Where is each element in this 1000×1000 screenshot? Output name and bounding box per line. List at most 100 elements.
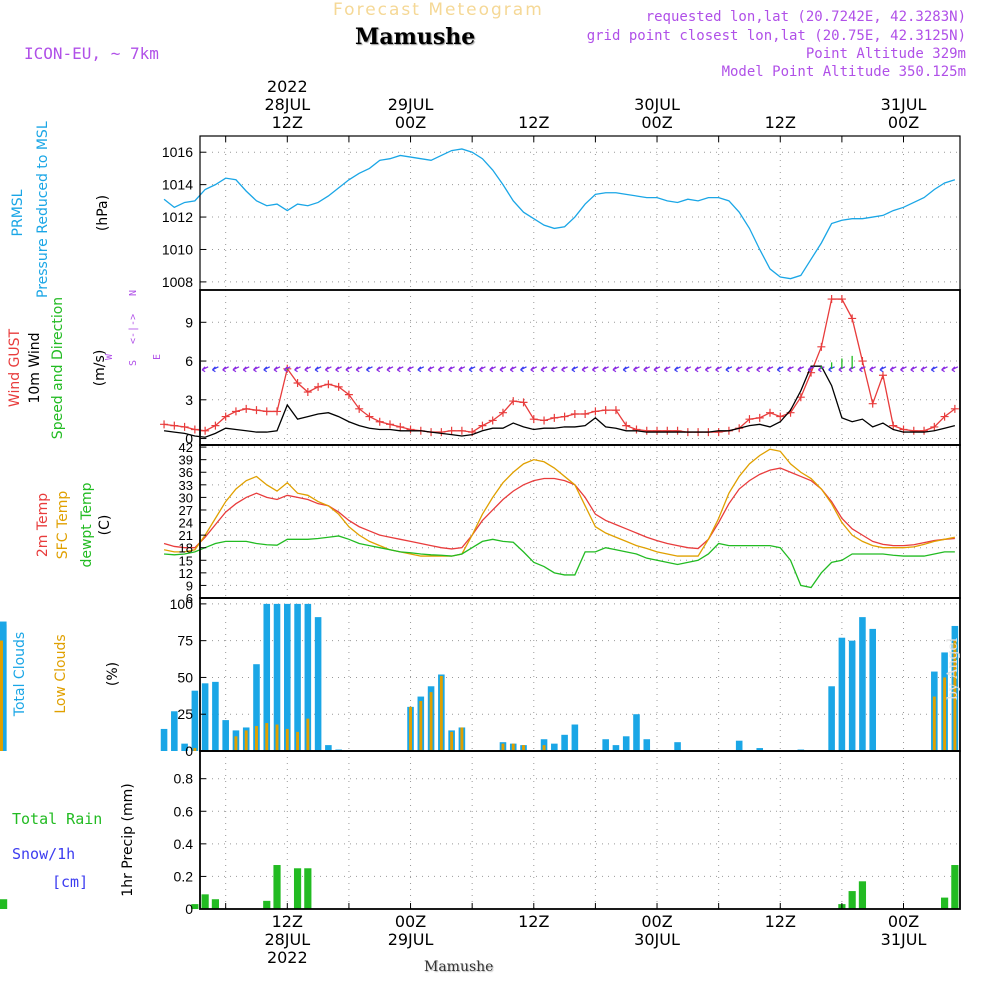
model-label: ICON-EU, ~ 7km xyxy=(24,44,159,63)
wind-gust-point xyxy=(293,379,302,387)
wind-direction-arrow xyxy=(735,366,743,373)
total-cloud-bar xyxy=(304,603,312,751)
bottom-time-label: 00Z xyxy=(395,912,426,931)
y-tick-label: 0 xyxy=(185,743,193,759)
total-cloud-bar xyxy=(571,724,579,751)
wind-gust-point xyxy=(766,408,774,417)
total-cloud-bar xyxy=(160,728,168,751)
panel-frame xyxy=(199,444,961,599)
wind-direction-arrow xyxy=(335,366,342,373)
top-time-label: 12Z xyxy=(765,113,796,132)
y-tick-label: 9 xyxy=(186,578,193,593)
precip-axis-label: 1hr Precip (mm) xyxy=(120,783,136,897)
wind-direction-arrow xyxy=(571,366,579,373)
precip-snow-label: Snow/1h xyxy=(12,845,76,863)
wind-direction-arrow xyxy=(602,366,609,373)
low-cloud-bar xyxy=(255,725,258,751)
wind-direction-arrow xyxy=(612,366,620,373)
panel-frame xyxy=(199,750,961,910)
wind-gust-point xyxy=(437,428,446,437)
panel-frame xyxy=(199,289,961,446)
wind-direction-arrow xyxy=(479,366,486,373)
pressure-unit: (hPa) xyxy=(95,194,111,232)
wind-direction-arrow xyxy=(725,366,733,373)
low-cloud-bar xyxy=(306,718,310,751)
wind-direction-arrow xyxy=(499,366,507,373)
wind-gust-point xyxy=(314,382,323,391)
wind-speed-dir-label: Speed and Direction xyxy=(50,296,66,440)
y-tick-label: 6 xyxy=(186,591,193,606)
wind-direction-arrow xyxy=(756,366,763,373)
wind-direction-arrow xyxy=(622,366,630,373)
temp-dewpt-label: dewpt Temp xyxy=(79,482,95,568)
wind-gust-label: Wind GUST xyxy=(7,328,23,408)
wind-gust-point xyxy=(878,371,887,380)
wind-direction-arrow xyxy=(222,366,229,373)
rain-bar xyxy=(211,899,219,909)
wind-gust-point xyxy=(334,382,343,391)
clouds-low-label: Low Clouds xyxy=(53,634,69,714)
top-time-label: 28JUL xyxy=(264,95,310,114)
wind-direction-arrow xyxy=(273,366,281,373)
wind-gust-point xyxy=(570,410,579,418)
low-cloud-bar xyxy=(265,723,269,751)
wind-direction-arrow xyxy=(458,366,466,373)
top-time-label: 00Z xyxy=(888,113,919,132)
bottom-time-label: 29JUL xyxy=(388,930,434,949)
total-cloud-bar xyxy=(674,742,681,751)
y-tick-label: 0 xyxy=(185,901,193,917)
wind-direction-arrow xyxy=(437,366,445,373)
total-cloud-bar xyxy=(201,683,209,751)
y-tick-label: 42 xyxy=(179,440,193,455)
wind-gust-point xyxy=(632,425,641,434)
wind-compass: N W <-|-> E S xyxy=(102,278,164,368)
wind-direction-arrow xyxy=(920,366,928,373)
wind-gust-point xyxy=(211,421,220,430)
compass-arrow: <-|-> xyxy=(128,313,139,344)
low-cloud-bar xyxy=(234,736,238,751)
wind-gust-point xyxy=(909,426,918,435)
wind-gust-point xyxy=(776,412,785,421)
temp-2m-line xyxy=(163,467,955,550)
tick-labels: 1008101010121014101603696912151821242730… xyxy=(162,77,927,967)
y-tick-label: 30 xyxy=(179,490,193,505)
rain-bar xyxy=(304,868,312,909)
y-tick-label: 0.4 xyxy=(174,836,194,852)
wind-gust-point xyxy=(201,426,210,435)
bottom-time-label: 2022 xyxy=(267,948,308,967)
wind-direction-arrow xyxy=(715,366,722,373)
wind-direction-arrow xyxy=(283,366,291,373)
rain-bar xyxy=(0,899,8,909)
wind-gust-point xyxy=(242,404,251,413)
y-tick-label: 1008 xyxy=(162,274,193,290)
y-tick-label: 1012 xyxy=(162,209,193,225)
wind-gust-point xyxy=(591,407,600,416)
low-cloud-bar xyxy=(522,745,525,751)
y-tick-label: 24 xyxy=(179,516,193,531)
total-cloud-bar xyxy=(602,739,609,751)
total-cloud-bar xyxy=(294,603,301,751)
wind-gust-point xyxy=(529,415,538,424)
wind-direction-arrow xyxy=(561,366,568,373)
wind-gust-point xyxy=(950,404,959,413)
wind-direction-arrow xyxy=(253,366,260,373)
wind-direction-arrow xyxy=(520,366,527,373)
bottom-time-label: 30JUL xyxy=(634,930,680,949)
total-cloud-bar xyxy=(643,739,651,751)
wind-direction-arrow xyxy=(859,366,866,373)
wind-gust-point xyxy=(868,399,877,408)
total-cloud-bar xyxy=(0,621,7,751)
prmsl-line xyxy=(163,148,956,280)
wind-gust-point xyxy=(601,406,610,415)
wind-gust-point xyxy=(930,422,939,431)
bottom-time-label: 12Z xyxy=(765,912,796,931)
bottom-time-label: 00Z xyxy=(641,912,672,931)
panel-frame xyxy=(199,597,961,752)
wind-direction-arrow xyxy=(355,366,363,373)
wind-gust-point xyxy=(170,421,179,430)
low-cloud-bar xyxy=(450,731,454,751)
y-tick-label: 12 xyxy=(179,566,193,581)
y-tick-label: 33 xyxy=(179,478,193,493)
wind-direction-arrow xyxy=(509,366,517,373)
